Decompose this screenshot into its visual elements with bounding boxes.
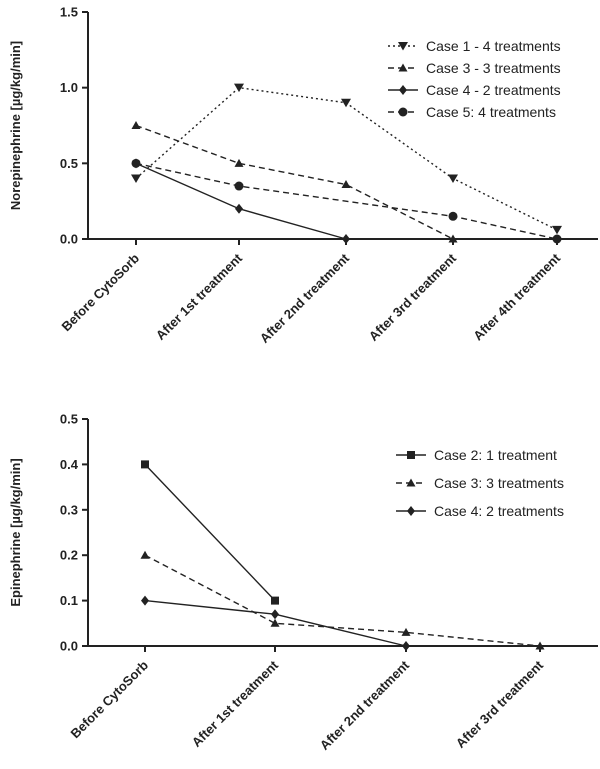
y-tick-label: 0.1 — [60, 593, 78, 608]
y-tick-label: 0.3 — [60, 502, 78, 517]
data-point — [235, 203, 243, 214]
y-axis-title: Epinephrine [µg/kg/min] — [8, 458, 23, 606]
series-case-4-2-treatments — [141, 595, 410, 651]
data-point — [552, 225, 562, 235]
legend-entry: Case 4: 2 treatments — [434, 503, 564, 519]
legend-marker — [398, 107, 408, 117]
y-tick-label: 0.5 — [60, 412, 78, 427]
data-point — [535, 641, 545, 650]
legend-entry: Case 1 - 4 treatments — [426, 38, 561, 54]
chart-2: 0.0 0.1 0.2 0.3 0.4 0.5 Before CytoSorb After 1… — [8, 412, 598, 753]
series-line — [144, 463, 276, 602]
legend-marker — [407, 506, 415, 516]
legend-entry: Case 4 - 2 treatments — [426, 82, 561, 98]
legend-marker — [407, 451, 415, 459]
y-axis-title: Norepinephrine [µg/kg/min] — [8, 41, 23, 210]
data-point — [140, 550, 150, 559]
x-tick-label: After 1st treatment — [189, 657, 282, 750]
x-tick-label: After 2nd treatment — [257, 250, 353, 346]
y-tick-label: 1.0 — [60, 80, 78, 95]
series-case-2-1-treatment — [141, 460, 279, 605]
y-tick-label: 0.4 — [60, 457, 79, 472]
legend-marker — [398, 42, 408, 51]
data-point — [448, 211, 458, 221]
data-point — [271, 609, 279, 620]
data-point — [448, 234, 458, 243]
data-point — [341, 98, 351, 108]
legend: Case 2: 1 treatment Case 3: 3 treatments C… — [396, 447, 564, 519]
data-point — [141, 460, 149, 469]
y-tick-label: 1.5 — [60, 5, 78, 20]
legend-entry: Case 2: 1 treatment — [434, 447, 557, 463]
legend-entry: Case 5: 4 treatments — [426, 104, 556, 120]
series-line — [135, 162, 558, 240]
x-tick-label: After 4th treatment — [470, 250, 563, 343]
data-point — [270, 618, 280, 627]
data-point — [131, 121, 141, 129]
data-point — [234, 158, 244, 167]
legend-marker — [406, 478, 416, 487]
data-point — [131, 174, 141, 183]
data-point — [271, 596, 279, 605]
data-point — [401, 627, 411, 636]
data-point — [141, 595, 149, 606]
data-point — [234, 83, 244, 93]
x-tick-label: Before CytoSorb — [67, 657, 151, 741]
data-point — [234, 181, 244, 191]
y-tick-label: 0.0 — [60, 639, 78, 654]
series-line — [135, 124, 454, 240]
series-case-3-3-treatments — [131, 121, 458, 243]
y-tick-label: 0.0 — [60, 232, 78, 247]
series-case-3-3-treatments — [140, 550, 545, 650]
x-tick-label: Before CytoSorb — [58, 250, 142, 334]
series-line — [144, 554, 541, 647]
data-point — [341, 180, 351, 189]
series-case-4-2-treatments — [132, 158, 350, 244]
x-tick-label: After 3rd treatment — [366, 250, 460, 344]
y-tick-label: 0.2 — [60, 548, 78, 563]
legend-entry: Case 3 - 3 treatments — [426, 60, 561, 76]
series-case-1-4-treatments — [131, 83, 562, 235]
x-tick-label: After 1st treatment — [153, 250, 246, 343]
legend-entry: Case 3: 3 treatments — [434, 475, 564, 491]
x-tick-label: After 3rd treatment — [453, 657, 547, 751]
data-point — [402, 641, 410, 651]
series-case-5-4-treatments — [131, 158, 562, 244]
legend: Case 1 - 4 treatments Case 3 - 3 treatmen… — [388, 38, 561, 120]
series-line — [135, 162, 347, 240]
legend-marker — [398, 63, 408, 72]
x-tick-label: After 2nd treatment — [317, 657, 413, 753]
legend-marker — [399, 85, 407, 95]
data-point — [552, 234, 562, 244]
data-point — [131, 158, 141, 168]
data-point — [448, 174, 458, 183]
chart-1: 0.0 0.5 1.0 1.5 Before CytoSorb After 1st tre… — [8, 5, 598, 346]
y-tick-label: 0.5 — [60, 156, 78, 171]
data-point — [342, 234, 350, 244]
